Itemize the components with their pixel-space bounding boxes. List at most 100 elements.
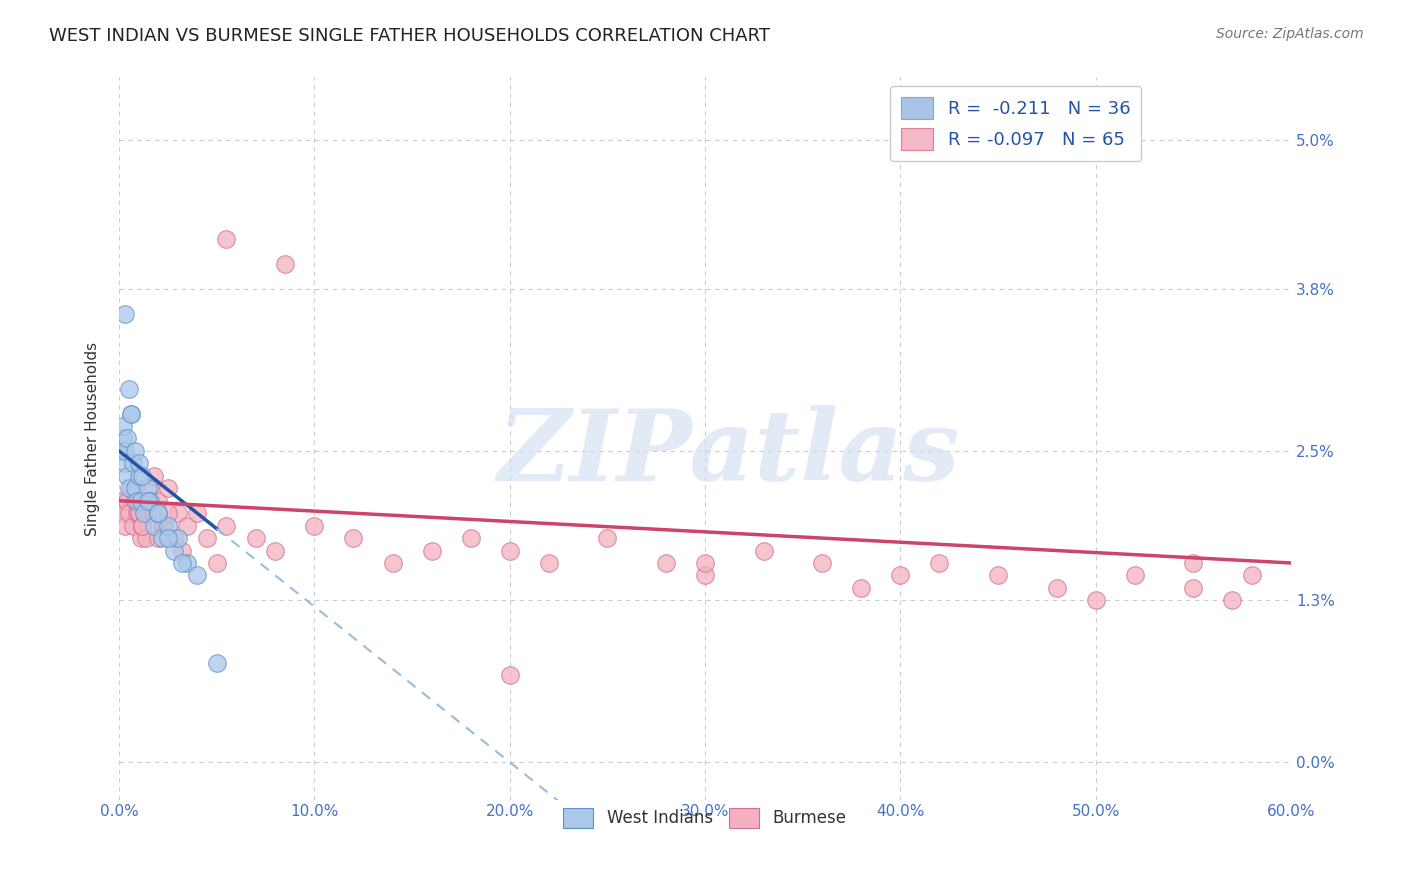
- Point: [1182, 556, 1205, 570]
- Point: [195, 531, 218, 545]
- Point: [264, 543, 287, 558]
- Text: ZIPatlas: ZIPatlas: [498, 405, 960, 501]
- Point: [150, 518, 173, 533]
- Text: WEST INDIAN VS BURMESE SINGLE FATHER HOUSEHOLDS CORRELATION CHART: WEST INDIAN VS BURMESE SINGLE FATHER HOU…: [49, 27, 770, 45]
- Point: [274, 257, 297, 271]
- Point: [170, 556, 193, 570]
- Y-axis label: Single Father Households: Single Father Households: [86, 342, 100, 535]
- Point: [215, 232, 238, 246]
- Point: [176, 556, 198, 570]
- Point: [138, 493, 160, 508]
- Point: [114, 456, 136, 470]
- Point: [128, 468, 150, 483]
- Point: [124, 481, 146, 495]
- Point: [342, 531, 364, 545]
- Point: [138, 481, 160, 495]
- Point: [655, 556, 678, 570]
- Point: [1084, 593, 1107, 607]
- Point: [131, 518, 153, 533]
- Point: [146, 531, 169, 545]
- Point: [121, 518, 143, 533]
- Point: [163, 531, 186, 545]
- Point: [215, 518, 238, 533]
- Point: [110, 444, 132, 458]
- Point: [420, 543, 443, 558]
- Point: [124, 481, 146, 495]
- Point: [139, 493, 162, 508]
- Point: [889, 568, 911, 582]
- Point: [135, 531, 157, 545]
- Point: [125, 506, 148, 520]
- Point: [124, 444, 146, 458]
- Point: [111, 506, 134, 520]
- Point: [143, 468, 166, 483]
- Point: [304, 518, 326, 533]
- Point: [166, 506, 188, 520]
- Point: [129, 493, 152, 508]
- Point: [115, 432, 138, 446]
- Point: [139, 481, 162, 495]
- Point: [134, 506, 156, 520]
- Point: [111, 432, 134, 446]
- Point: [928, 556, 950, 570]
- Point: [851, 581, 873, 595]
- Point: [186, 568, 208, 582]
- Point: [153, 518, 176, 533]
- Point: [120, 481, 142, 495]
- Point: [146, 493, 169, 508]
- Point: [120, 407, 142, 421]
- Point: [115, 468, 138, 483]
- Point: [1123, 568, 1146, 582]
- Point: [131, 518, 153, 533]
- Point: [118, 481, 141, 495]
- Point: [205, 556, 228, 570]
- Point: [124, 493, 146, 508]
- Point: [752, 543, 775, 558]
- Point: [134, 493, 156, 508]
- Point: [128, 456, 150, 470]
- Point: [156, 531, 179, 545]
- Point: [693, 568, 716, 582]
- Point: [1240, 568, 1263, 582]
- Point: [205, 656, 228, 670]
- Point: [120, 407, 142, 421]
- Point: [150, 531, 173, 545]
- Point: [114, 444, 136, 458]
- Point: [1046, 581, 1069, 595]
- Point: [110, 493, 132, 508]
- Point: [499, 543, 522, 558]
- Point: [460, 531, 482, 545]
- Point: [1182, 581, 1205, 595]
- Point: [143, 518, 166, 533]
- Point: [693, 556, 716, 570]
- Point: [156, 518, 179, 533]
- Point: [156, 506, 179, 520]
- Point: [156, 481, 179, 495]
- Point: [146, 506, 169, 520]
- Point: [138, 506, 160, 520]
- Point: [245, 531, 267, 545]
- Point: [115, 493, 138, 508]
- Point: [111, 419, 134, 434]
- Point: [176, 518, 198, 533]
- Point: [170, 543, 193, 558]
- Point: [114, 307, 136, 321]
- Point: [811, 556, 834, 570]
- Point: [146, 506, 169, 520]
- Point: [499, 668, 522, 682]
- Point: [537, 556, 560, 570]
- Point: [596, 531, 619, 545]
- Point: [121, 456, 143, 470]
- Point: [128, 506, 150, 520]
- Point: [118, 382, 141, 396]
- Point: [987, 568, 1010, 582]
- Legend: West Indians, Burmese: West Indians, Burmese: [557, 801, 853, 835]
- Text: Source: ZipAtlas.com: Source: ZipAtlas.com: [1216, 27, 1364, 41]
- Point: [1222, 593, 1244, 607]
- Point: [186, 506, 208, 520]
- Point: [125, 493, 148, 508]
- Point: [129, 531, 152, 545]
- Point: [118, 506, 141, 520]
- Point: [163, 543, 186, 558]
- Point: [128, 506, 150, 520]
